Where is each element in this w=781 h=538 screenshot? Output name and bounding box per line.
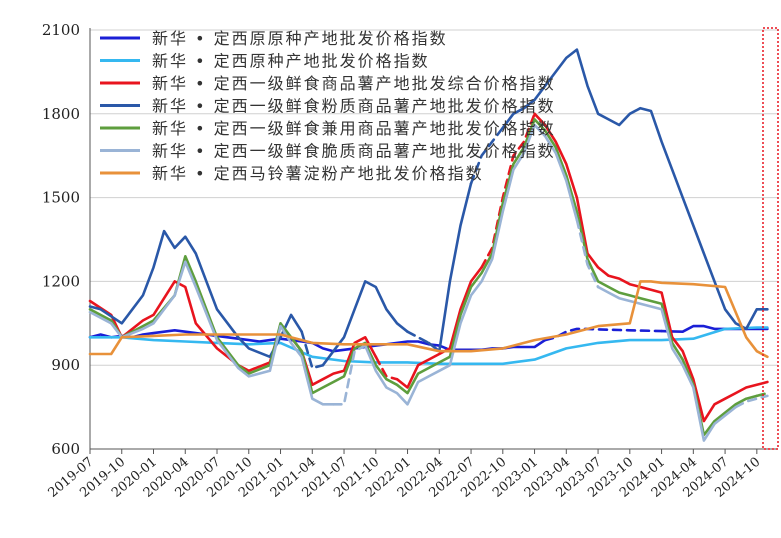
y-tick-label: 1200 xyxy=(42,272,80,290)
x-axis-ticks: 2019-072019-102020-012020-042020-072020-… xyxy=(46,449,763,501)
legend-entry: 新华 • 定西原种产地批发价格指数 xyxy=(152,52,430,71)
legend-entry: 新华 • 定西一级鲜食粉质商品薯产地批发价格指数 xyxy=(152,97,556,116)
series-line-4 xyxy=(300,330,325,370)
series-line-3 xyxy=(374,355,399,381)
series-line-3 xyxy=(533,112,769,423)
series-line-6 xyxy=(734,394,769,409)
axes xyxy=(89,28,778,450)
series-line-4 xyxy=(501,48,769,331)
legend-entry: 新华 • 定西原原种产地批发价格指数 xyxy=(152,29,448,48)
y-tick-label: 1500 xyxy=(42,189,80,207)
series-line-5 xyxy=(755,391,769,398)
gridlines xyxy=(90,29,778,366)
series-lines xyxy=(88,48,769,442)
series-line-6 xyxy=(575,218,600,289)
series-line-1 xyxy=(543,327,663,342)
series-line-3 xyxy=(480,112,536,269)
series-line-7 xyxy=(88,280,769,359)
legend-entry: 新华 • 定西一级鲜食脆质商品薯产地批发价格指数 xyxy=(152,142,556,161)
series-line-6 xyxy=(332,344,367,406)
legend-entry: 新华 • 定西马铃薯淀粉产地批发价格指数 xyxy=(152,164,484,183)
legend-entry: 新华 • 定西一级鲜食商品薯产地批发综合价格指数 xyxy=(152,74,556,93)
series-line-5 xyxy=(88,118,759,437)
y-tick-label: 1800 xyxy=(42,105,80,123)
latest-period-highlight-box xyxy=(762,27,779,450)
series-line-3 xyxy=(88,280,378,387)
y-tick-label: 900 xyxy=(51,356,80,374)
series-line-6 xyxy=(596,285,738,442)
series-line-6 xyxy=(363,123,579,406)
y-axis-ticks: 600 900 1200 1500 1800 2100 xyxy=(42,21,80,458)
y-tick-label: 2100 xyxy=(42,21,80,39)
series-line-6 xyxy=(88,260,335,406)
series-line-4 xyxy=(406,330,431,345)
series-line-4 xyxy=(427,182,473,353)
series-line-3 xyxy=(395,266,483,389)
series-line-4 xyxy=(321,280,409,367)
legend-entry: 新华 • 定西一级鲜食兼用商品薯产地批发价格指数 xyxy=(152,119,556,138)
series-line-1 xyxy=(437,344,462,352)
y-tick-label: 600 xyxy=(51,440,80,458)
series-line-4 xyxy=(469,126,505,185)
